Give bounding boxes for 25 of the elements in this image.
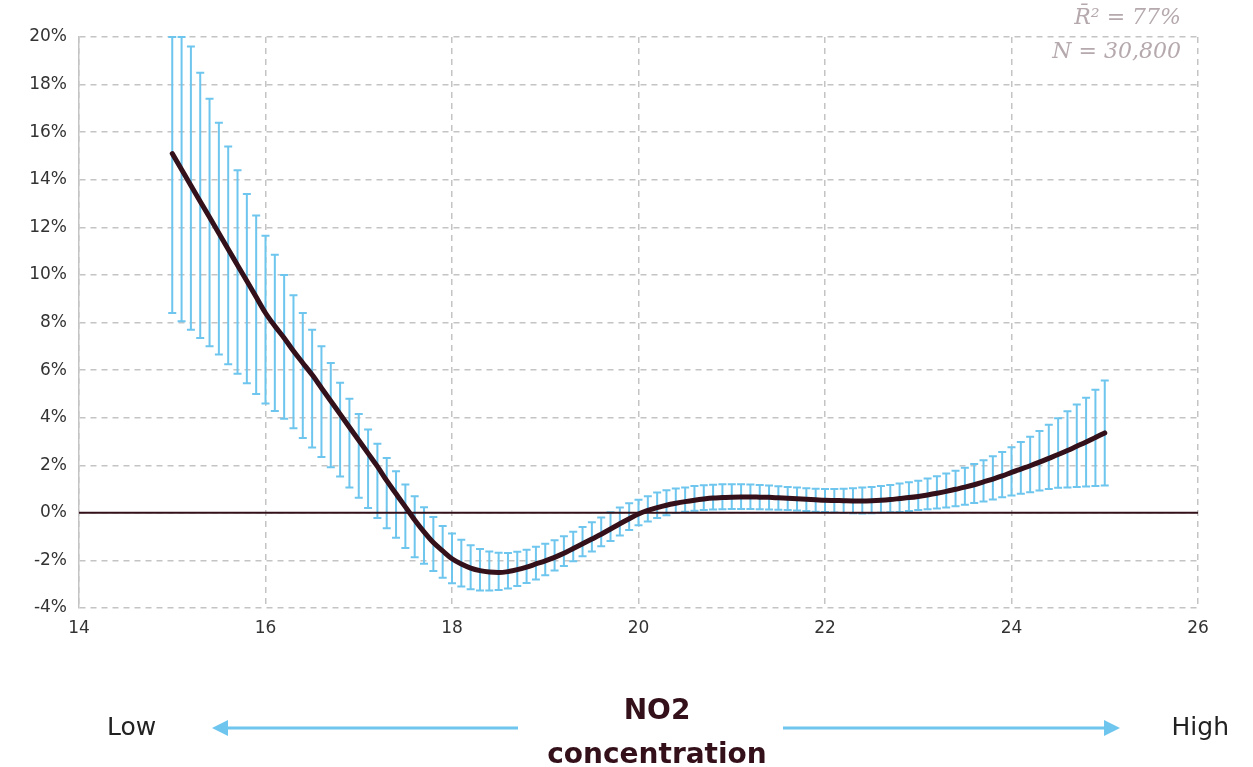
annotation: N = 30,800 <box>1052 38 1181 63</box>
y-tick-label: 6% <box>40 358 67 379</box>
x-axis-title: NO2 concentration <box>546 692 768 767</box>
text: R̄² = 77% <box>1074 4 1181 29</box>
x-tick-label: 22 <box>814 616 836 637</box>
y-tick-label: 18% <box>29 73 67 94</box>
y-tick-label: 8% <box>40 310 67 331</box>
y-tick-label: 16% <box>29 120 67 141</box>
y-tick-label: 10% <box>29 263 67 284</box>
text: Low <box>107 712 157 741</box>
x-tick-label: 18 <box>441 616 463 637</box>
y-tick-label: 20% <box>29 25 67 46</box>
y-tick-label: -4% <box>33 596 67 617</box>
text: High <box>1171 712 1229 741</box>
x-tick-label: 24 <box>1000 616 1023 637</box>
x-tick-label: 26 <box>1187 616 1209 637</box>
y-tick-label: 12% <box>29 215 67 236</box>
x-tick-label: 20 <box>627 616 650 637</box>
x-tick-label: 14 <box>68 616 90 637</box>
y-tick-label: 14% <box>29 168 67 189</box>
y-tick-label: 2% <box>40 453 67 474</box>
y-tick-label: 0% <box>40 501 67 522</box>
y-tick-label: -2% <box>33 548 67 569</box>
y-tick-label: 4% <box>40 406 67 427</box>
x-tick-label: 16 <box>254 616 277 637</box>
